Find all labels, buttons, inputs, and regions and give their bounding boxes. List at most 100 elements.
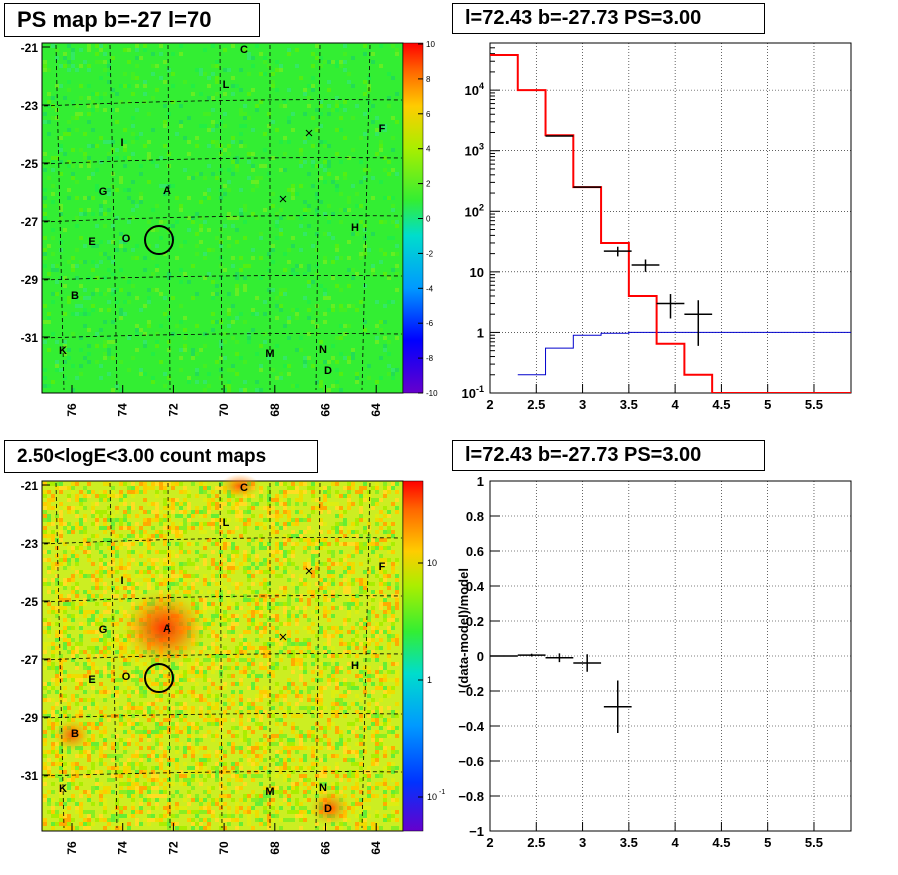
map-pixel [223,606,227,610]
map-pixel [51,228,55,232]
map-pixel [363,530,367,534]
map-pixel [207,96,211,100]
map-pixel [119,490,123,494]
map-pixel [371,758,375,762]
map-pixel [223,502,227,506]
map-pixel [167,718,171,722]
map-pixel [271,798,275,802]
map-pixel [303,136,307,140]
map-pixel [359,494,363,498]
map-pixel [327,582,331,586]
map-pixel [51,610,55,614]
map-pixel [123,738,127,742]
map-pixel [51,192,55,196]
map-pixel [127,48,131,52]
map-pixel [315,380,319,384]
map-pixel [159,722,163,726]
map-pixel [287,622,291,626]
map-pixel [259,754,263,758]
map-pixel [307,530,311,534]
map-pixel [379,220,383,224]
map-pixel [383,734,387,738]
map-pixel [311,482,315,486]
map-pixel [223,224,227,228]
map-pixel [163,104,167,108]
map-pixel [287,550,291,554]
map-pixel [139,506,143,510]
map-pixel [231,674,235,678]
map-pixel [255,650,259,654]
map-pixel [239,718,243,722]
map-pixel [55,630,59,634]
map-pixel [259,698,263,702]
map-pixel [187,176,191,180]
map-pixel [79,782,83,786]
map-pixel [319,360,323,364]
map-pixel [255,352,259,356]
map-pixel [307,562,311,566]
map-pixel [79,260,83,264]
map-pixel [239,510,243,514]
map-pixel [179,586,183,590]
map-pixel [107,674,111,678]
y-tick-label: -29 [21,273,39,287]
map-pixel [207,794,211,798]
map-pixel [223,384,227,388]
map-pixel [179,104,183,108]
map-pixel [275,626,279,630]
map-pixel [147,244,151,248]
map-pixel [71,530,75,534]
map-pixel [123,156,127,160]
map-pixel [179,124,183,128]
map-pixel [63,96,67,100]
map-pixel [159,184,163,188]
map-pixel [51,522,55,526]
map-pixel [183,336,187,340]
map-pixel [335,730,339,734]
map-pixel [91,594,95,598]
map-pixel [183,746,187,750]
map-pixel [127,782,131,786]
map-pixel [127,196,131,200]
x-tick-label: 74 [116,403,130,417]
map-pixel [271,244,275,248]
map-pixel [383,602,387,606]
map-pixel [179,794,183,798]
map-pixel [167,308,171,312]
map-pixel [351,786,355,790]
map-pixel [51,562,55,566]
map-pixel [387,818,391,822]
source-label-n: N [319,344,327,356]
map-pixel [359,160,363,164]
map-pixel [87,794,91,798]
map-pixel [275,638,279,642]
map-pixel [143,48,147,52]
map-pixel [239,758,243,762]
map-pixel [63,822,67,826]
map-pixel [203,778,207,782]
map-pixel [327,360,331,364]
map-pixel [223,92,227,96]
map-pixel [103,292,107,296]
map-pixel [379,128,383,132]
map-pixel [383,806,387,810]
map-pixel [263,546,267,550]
map-pixel [71,778,75,782]
map-pixel [135,718,139,722]
map-pixel [343,818,347,822]
map-pixel [87,208,91,212]
map-pixel [299,778,303,782]
map-pixel [83,288,87,292]
map-pixel [343,44,347,48]
map-pixel [219,598,223,602]
map-pixel [299,490,303,494]
map-pixel [171,582,175,586]
map-pixel [195,244,199,248]
map-pixel [371,638,375,642]
map-pixel [79,498,83,502]
map-pixel [179,542,183,546]
map-pixel [251,702,255,706]
map-pixel [347,506,351,510]
map-pixel [283,622,287,626]
map-pixel [55,56,59,60]
